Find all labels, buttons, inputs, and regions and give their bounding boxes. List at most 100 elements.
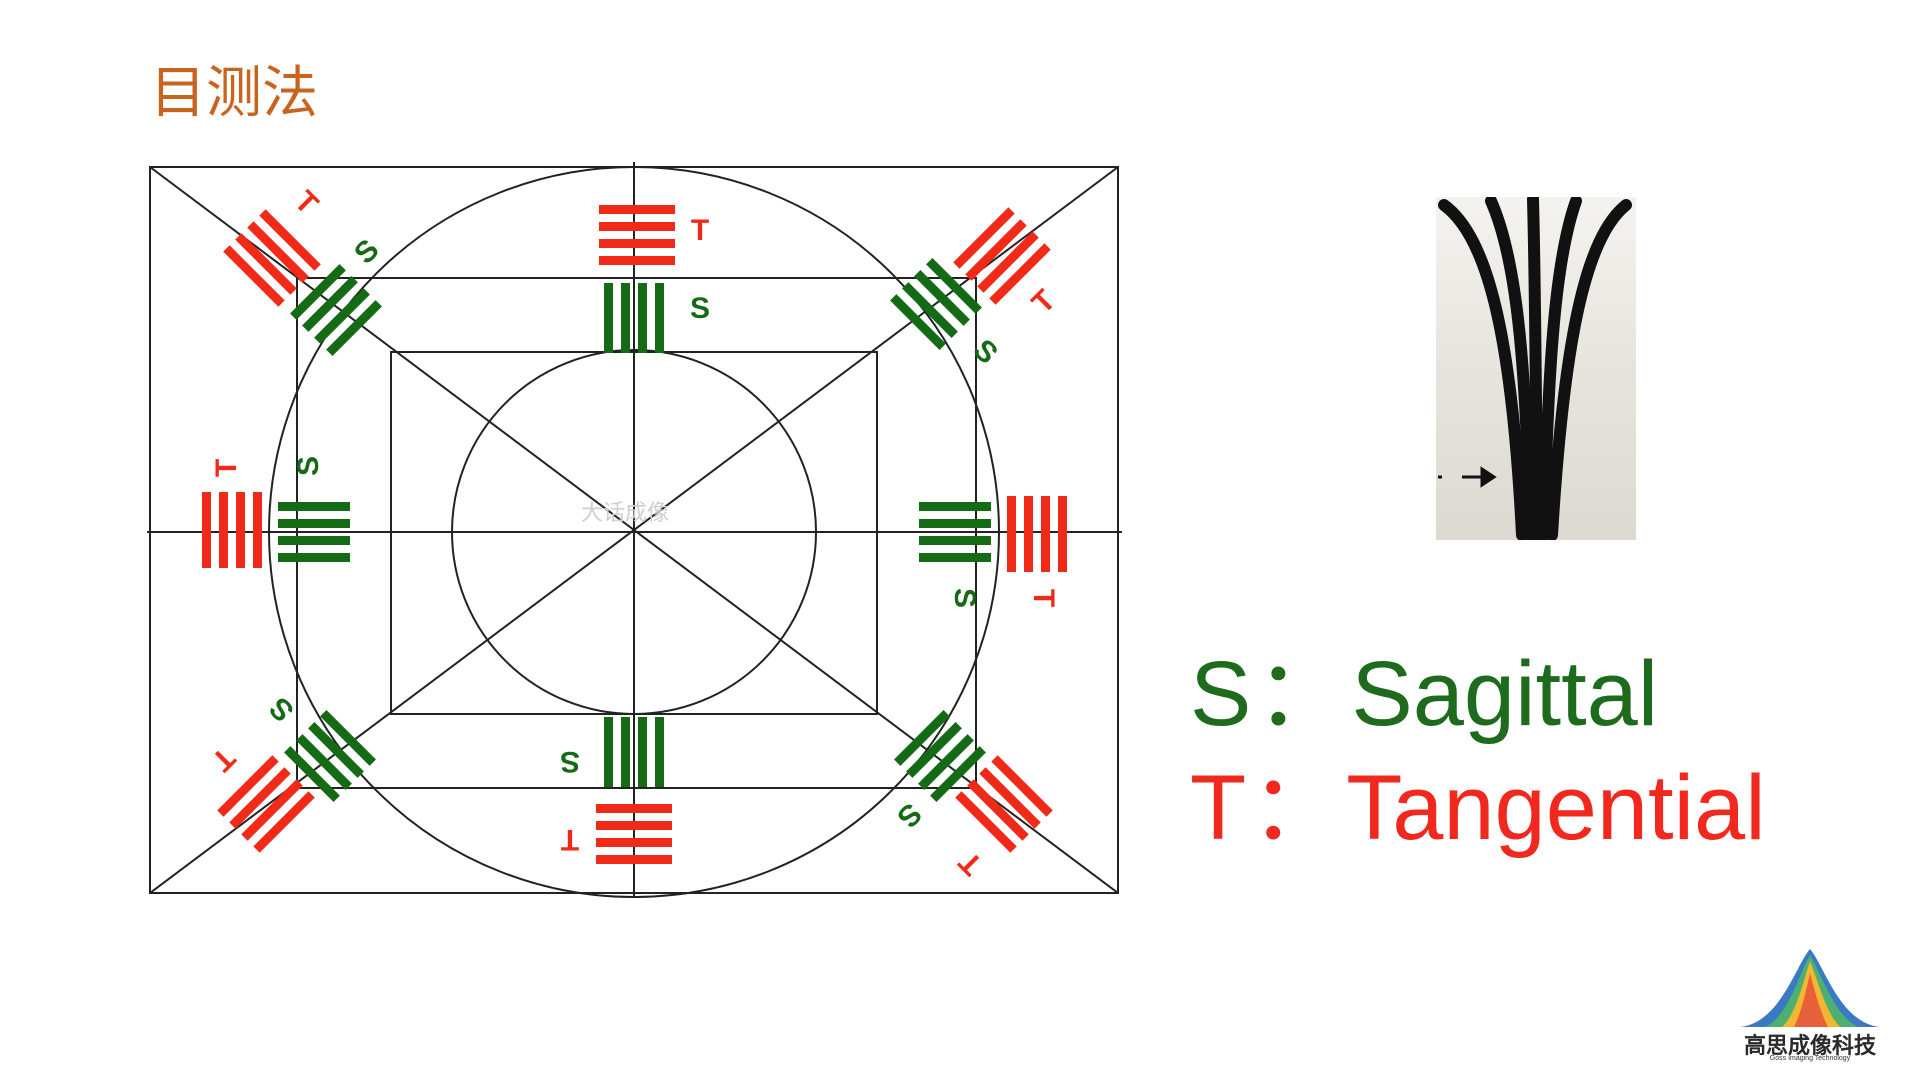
bar [253,791,315,853]
t-label-right: T [1027,589,1060,607]
bar [890,294,946,350]
bar [599,256,675,265]
bar [1041,496,1050,572]
bar [241,779,303,841]
tangential-bars-bottom [596,804,672,864]
s-label-top: S [690,292,710,325]
logo-name: 高思成像科技 [1743,1034,1876,1059]
bar [259,209,321,271]
bar [314,288,370,344]
t-label-top: T [691,214,709,247]
t-label-top-left: T [288,185,324,221]
t-label-bottom-right: T [953,845,989,881]
t-label-bottom: T [561,823,579,856]
legend-sagittal-separator: ： [1255,643,1348,745]
bar [906,722,962,778]
bar [596,838,672,847]
legend-tangential: T：Tangential [1190,756,1766,860]
sagittal-bars-bottom-left [284,710,376,802]
fan-stripes [1438,197,1632,540]
bar [235,233,297,295]
bar [919,536,991,545]
tangential-bars-top [599,205,675,265]
bar [989,243,1051,305]
page-title: 目测法 [150,61,318,126]
bar [326,300,382,356]
tangential-bars-left [202,492,262,568]
bar [599,239,675,248]
bar [1007,496,1016,572]
bar [596,821,672,830]
legend-tangential-letter: T [1190,757,1247,859]
t-label-bottom-left: T [205,741,241,777]
logo-subtitle: Goss Imaging Technology [1769,1055,1851,1062]
bar [599,222,675,231]
legend-tangential-separator: ： [1250,757,1343,859]
tangential-bars-top-left [223,209,321,307]
bar [919,502,991,511]
bar [1058,496,1067,572]
bar [202,492,211,568]
sharpness-sample-photo [1436,197,1636,540]
bar [604,717,613,787]
bar [253,492,262,568]
s-label-top-right: S [966,333,1003,370]
bar [621,717,630,787]
bar [278,519,350,528]
watermark-text: 大话成像 [581,501,669,526]
s-label-bottom-left: S [263,690,300,727]
bar [290,264,346,320]
legend-sagittal-letter: S [1190,643,1252,745]
bar [278,553,350,562]
s-label-top-left: S [348,233,385,270]
bar [229,767,291,829]
sagittal-bars-bottom [604,717,664,787]
bar [284,746,340,802]
bar [638,717,647,787]
legend-sagittal-word: Sagittal [1351,643,1659,745]
bar [930,746,986,802]
tangential-bars-bottom-right [955,755,1053,853]
bar [902,282,958,338]
sagittal-bars-top-left [290,264,382,356]
bar [247,221,309,283]
s-label-left: S [292,456,325,476]
bar [926,258,982,314]
sagittal-bars-right [919,502,991,562]
tangential-bars-bottom-left [217,755,315,853]
tangential-bars-top-right [953,207,1051,305]
bar [918,734,974,790]
bar [320,710,376,766]
bar [919,519,991,528]
bar [967,779,1029,841]
sagittal-bars-top-right [890,258,982,350]
company-logo: 高思成像科技 Goss Imaging Technology [1730,945,1890,1070]
legend-tangential-word: Tangential [1346,757,1766,859]
bar [278,502,350,511]
sagittal-bars-top [604,283,664,353]
bar [638,283,647,353]
bar [596,804,672,813]
bar [953,207,1015,269]
bar [919,553,991,562]
mountain-logo-icon [1740,949,1880,1027]
bar [655,717,664,787]
bar [621,283,630,353]
s-label-right: S [948,588,981,608]
t-label-top-right: T [1026,284,1062,320]
s-label-bottom: S [560,745,580,778]
sagittal-bars-bottom-right [894,710,986,802]
s-label-bottom-right: S [890,796,927,833]
bar [219,492,228,568]
sagittal-bars-left [278,502,350,562]
tangential-bars-right [1007,496,1067,572]
bar [236,492,245,568]
bar [894,710,950,766]
bar [599,205,675,214]
bar [979,767,1041,829]
arrow-icon [1438,466,1497,488]
bar [223,245,285,307]
bar [914,270,970,326]
bar [302,276,358,332]
bar [991,755,1053,817]
